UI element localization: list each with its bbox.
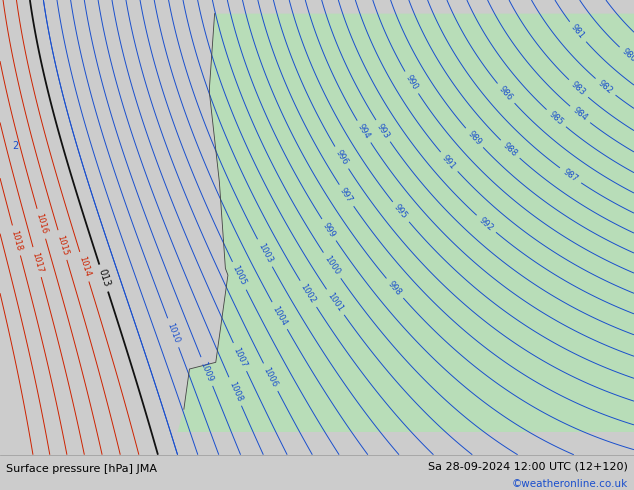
Text: 983: 983 [569,80,587,98]
Text: 1016: 1016 [34,212,49,235]
Text: 991: 991 [441,153,458,171]
Text: 980: 980 [620,47,634,65]
Text: 1015: 1015 [55,234,70,256]
Polygon shape [178,14,634,432]
Text: 999: 999 [321,221,337,239]
Text: 1001: 1001 [326,291,345,314]
Text: 989: 989 [465,129,483,147]
Text: 1010: 1010 [165,321,181,344]
Text: 1014: 1014 [77,255,92,278]
Text: 1008: 1008 [227,380,243,403]
Text: 993: 993 [375,122,391,140]
Text: 985: 985 [547,110,565,127]
Text: 986: 986 [497,84,515,102]
Text: 995: 995 [392,203,410,221]
Text: 1006: 1006 [262,366,280,389]
Text: 998: 998 [386,279,403,297]
Text: 1005: 1005 [231,265,248,287]
Text: 2: 2 [13,141,19,150]
Text: 988: 988 [501,141,519,158]
Text: 1009: 1009 [198,360,215,383]
Text: Sa 28-09-2024 12:00 UTC (12+120): Sa 28-09-2024 12:00 UTC (12+120) [428,461,628,471]
Text: 990: 990 [404,74,420,92]
Text: 984: 984 [571,106,589,123]
Text: 013: 013 [96,268,111,288]
Text: 987: 987 [561,167,579,184]
Text: 994: 994 [356,122,372,141]
Text: 1000: 1000 [323,254,342,277]
Text: 1007: 1007 [231,345,249,368]
Text: 1002: 1002 [299,283,318,305]
Text: ©weatheronline.co.uk: ©weatheronline.co.uk [512,479,628,489]
Text: 996: 996 [333,148,349,167]
Text: 1017: 1017 [30,251,44,273]
Text: 997: 997 [339,186,354,205]
Text: 1003: 1003 [256,242,274,265]
Text: 1018: 1018 [10,229,23,252]
Text: 992: 992 [477,215,495,232]
Text: 981: 981 [569,23,586,41]
Text: Surface pressure [hPa] JMA: Surface pressure [hPa] JMA [6,464,157,474]
Text: 1004: 1004 [271,304,288,327]
Text: 982: 982 [597,78,614,96]
